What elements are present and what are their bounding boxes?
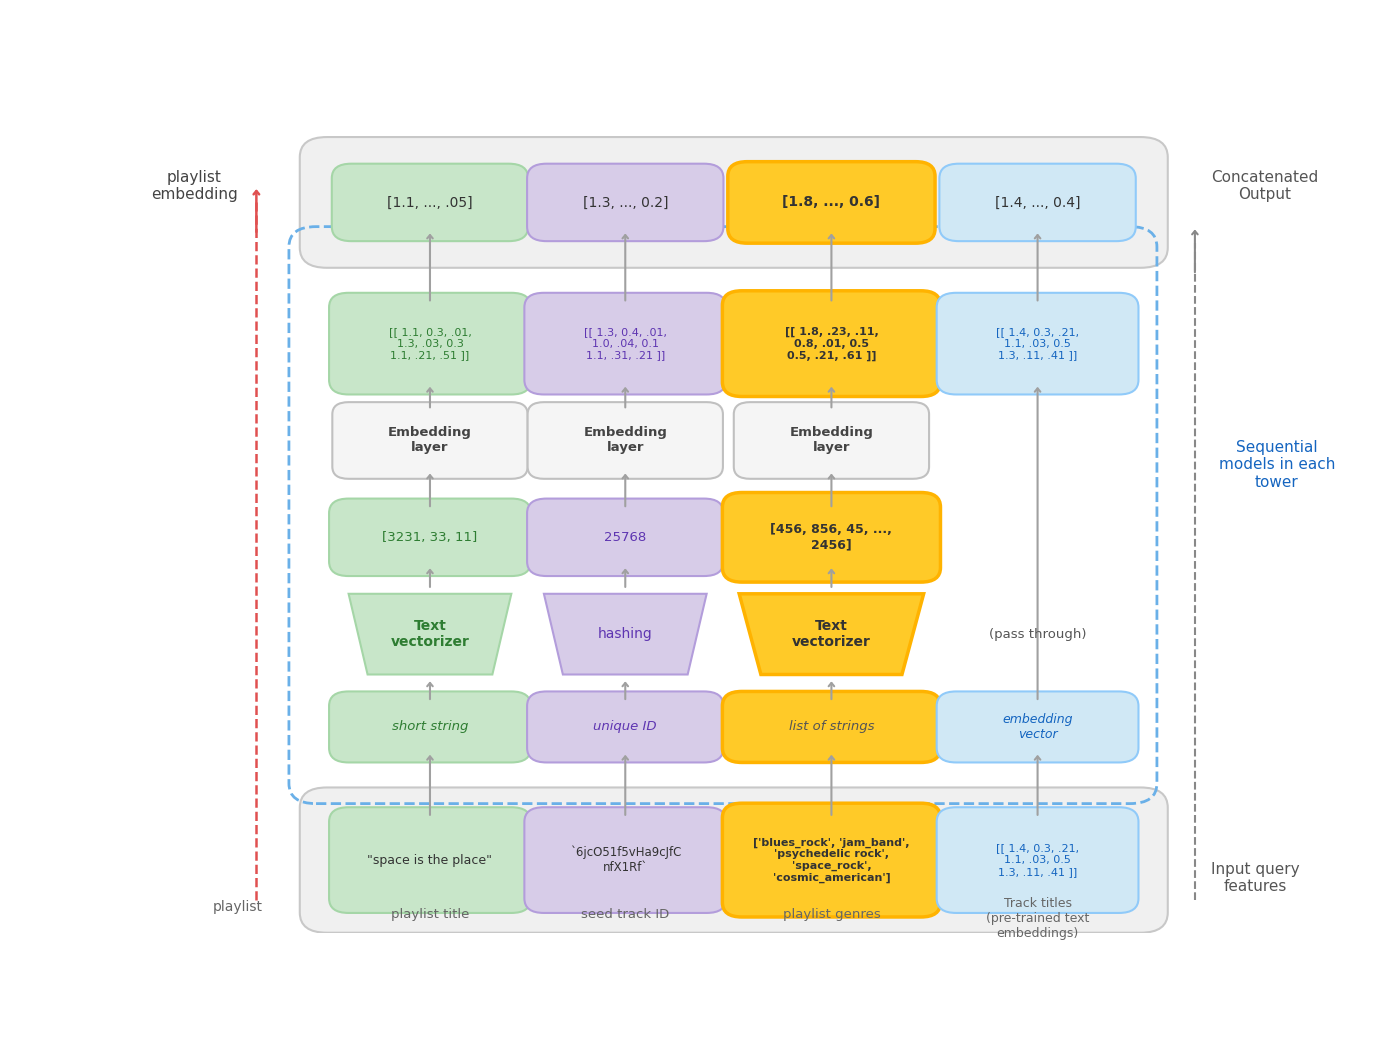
Polygon shape	[739, 594, 924, 675]
Polygon shape	[543, 594, 707, 675]
Text: Sequential
models in each
tower: Sequential models in each tower	[1219, 440, 1336, 489]
Text: [[ 1.8, .23, .11,
0.8, .01, 0.5
0.5, .21, .61 ]]: [[ 1.8, .23, .11, 0.8, .01, 0.5 0.5, .21…	[784, 327, 878, 361]
FancyBboxPatch shape	[329, 692, 531, 763]
Text: [456, 856, 45, ...,
2456]: [456, 856, 45, ..., 2456]	[770, 523, 892, 551]
FancyBboxPatch shape	[528, 402, 722, 479]
Text: ['blues_rock', 'jam_band',
'psychedelic rock',
'space_rock',
'cosmic_american']: ['blues_rock', 'jam_band', 'psychedelic …	[753, 837, 910, 882]
Text: "space is the place": "space is the place"	[367, 853, 493, 867]
FancyBboxPatch shape	[329, 499, 531, 576]
Text: Track titles
(pre-trained text
embeddings): Track titles (pre-trained text embedding…	[986, 897, 1089, 940]
Text: Text
vectorizer: Text vectorizer	[391, 619, 469, 650]
Text: [[ 1.3, 0.4, .01,
1.0, .04, 0.1
1.1, .31, .21 ]]: [[ 1.3, 0.4, .01, 1.0, .04, 0.1 1.1, .31…	[584, 327, 666, 361]
Polygon shape	[349, 594, 511, 675]
Text: (pass through): (pass through)	[988, 628, 1086, 640]
Text: playlist: playlist	[213, 900, 263, 914]
Text: [[ 1.4, 0.3, .21,
1.1, .03, 0.5
1.3, .11, .41 ]]: [[ 1.4, 0.3, .21, 1.1, .03, 0.5 1.3, .11…	[995, 327, 1079, 361]
Text: unique ID: unique ID	[594, 720, 657, 734]
FancyBboxPatch shape	[939, 163, 1135, 241]
FancyBboxPatch shape	[332, 163, 528, 241]
Text: 25768: 25768	[605, 530, 647, 544]
Text: Embedding
layer: Embedding layer	[584, 427, 668, 455]
Text: embedding
vector: embedding vector	[1002, 713, 1072, 741]
Text: [1.1, ..., .05]: [1.1, ..., .05]	[388, 195, 473, 210]
FancyBboxPatch shape	[734, 402, 930, 479]
Text: [3231, 33, 11]: [3231, 33, 11]	[382, 530, 477, 544]
Text: hashing: hashing	[598, 627, 652, 641]
Text: playlist genres: playlist genres	[783, 909, 881, 921]
Text: Text
vectorizer: Text vectorizer	[792, 619, 871, 650]
Text: [1.4, ..., 0.4]: [1.4, ..., 0.4]	[995, 195, 1081, 210]
Text: Concatenated
Output: Concatenated Output	[1211, 170, 1319, 202]
Text: Embedding
layer: Embedding layer	[790, 427, 874, 455]
FancyBboxPatch shape	[722, 803, 941, 917]
Text: `6jcO51f5vHa9cJfC
nfX1Rf`: `6jcO51f5vHa9cJfC nfX1Rf`	[570, 846, 680, 874]
Text: playlist
embedding: playlist embedding	[151, 170, 238, 202]
FancyBboxPatch shape	[722, 290, 941, 396]
FancyBboxPatch shape	[300, 137, 1168, 268]
Text: seed track ID: seed track ID	[581, 909, 669, 921]
FancyBboxPatch shape	[526, 499, 724, 576]
Text: [1.3, ..., 0.2]: [1.3, ..., 0.2]	[582, 195, 668, 210]
FancyBboxPatch shape	[722, 493, 941, 582]
FancyBboxPatch shape	[937, 807, 1138, 913]
Text: [[ 1.4, 0.3, .21,
1.1, .03, 0.5
1.3, .11, .41 ]]: [[ 1.4, 0.3, .21, 1.1, .03, 0.5 1.3, .11…	[995, 844, 1079, 877]
FancyBboxPatch shape	[526, 163, 724, 241]
Text: Embedding
layer: Embedding layer	[388, 427, 472, 455]
FancyBboxPatch shape	[329, 807, 531, 913]
FancyBboxPatch shape	[329, 292, 531, 394]
Text: short string: short string	[392, 720, 468, 734]
FancyBboxPatch shape	[525, 292, 727, 394]
FancyBboxPatch shape	[525, 807, 727, 913]
Text: playlist title: playlist title	[391, 909, 469, 921]
Text: [1.8, ..., 0.6]: [1.8, ..., 0.6]	[783, 195, 881, 210]
FancyBboxPatch shape	[937, 692, 1138, 763]
FancyBboxPatch shape	[937, 292, 1138, 394]
FancyBboxPatch shape	[332, 402, 528, 479]
FancyBboxPatch shape	[722, 692, 941, 763]
FancyBboxPatch shape	[526, 692, 724, 763]
FancyBboxPatch shape	[728, 161, 935, 243]
Text: Input query
features: Input query features	[1211, 861, 1299, 894]
FancyBboxPatch shape	[300, 787, 1168, 933]
Text: list of strings: list of strings	[788, 720, 874, 734]
Text: [[ 1.1, 0.3, .01,
1.3, .03, 0.3
1.1, .21, .51 ]]: [[ 1.1, 0.3, .01, 1.3, .03, 0.3 1.1, .21…	[389, 327, 472, 361]
